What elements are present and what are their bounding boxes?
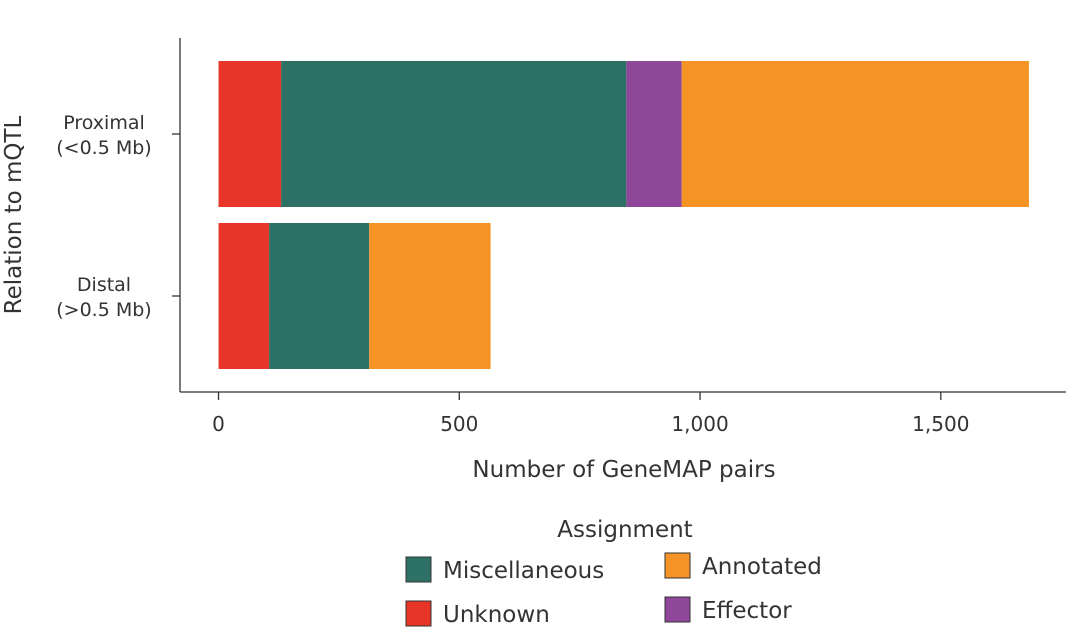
bar-annotated-proximal bbox=[681, 61, 1029, 207]
legend-title: Assignment bbox=[557, 517, 692, 543]
legend-label-effector: Effector bbox=[702, 598, 792, 624]
legend-swatch-effector bbox=[664, 596, 691, 623]
x-tick-label-500: 500 bbox=[440, 412, 478, 436]
y-ticks: Proximal (<0.5 Mb) Distal (>0.5 Mb) bbox=[56, 112, 180, 321]
x-tick-label-0: 0 bbox=[212, 412, 225, 436]
x-tick-label-1000: 1,000 bbox=[671, 412, 728, 436]
x-tick-label-1500: 1,500 bbox=[912, 412, 969, 436]
legend-label-miscellaneous: Miscellaneous bbox=[443, 558, 604, 584]
legend-swatch-miscellaneous bbox=[405, 556, 432, 583]
category-label-distal: Distal (>0.5 Mb) bbox=[56, 274, 151, 321]
category-label-line1: Proximal bbox=[63, 112, 145, 134]
legend-swatch-unknown bbox=[405, 600, 432, 627]
category-label-line2: (<0.5 Mb) bbox=[56, 137, 151, 159]
y-axis-title: Relation to mQTL bbox=[1, 115, 27, 314]
category-label-line1: Distal bbox=[77, 274, 131, 296]
bar-annotated-distal bbox=[369, 223, 491, 369]
bar-miscellaneous-proximal bbox=[281, 61, 627, 207]
bar-miscellaneous-distal bbox=[269, 223, 370, 369]
category-label-line2: (>0.5 Mb) bbox=[56, 299, 151, 321]
bars-group bbox=[218, 61, 1029, 369]
legend-label-unknown: Unknown bbox=[443, 602, 550, 628]
legend-label-annotated: Annotated bbox=[702, 554, 822, 580]
bar-unknown-distal bbox=[218, 223, 270, 369]
x-ticks: 0 500 1,000 1,500 bbox=[212, 392, 969, 436]
x-axis-title: Number of GeneMAP pairs bbox=[472, 457, 775, 483]
legend: Miscellaneous Annotated Unknown Effector bbox=[405, 552, 822, 628]
category-label-proximal: Proximal (<0.5 Mb) bbox=[56, 112, 151, 159]
bar-effector-proximal bbox=[626, 61, 682, 207]
legend-swatch-annotated bbox=[664, 552, 691, 579]
bar-unknown-proximal bbox=[218, 61, 282, 207]
